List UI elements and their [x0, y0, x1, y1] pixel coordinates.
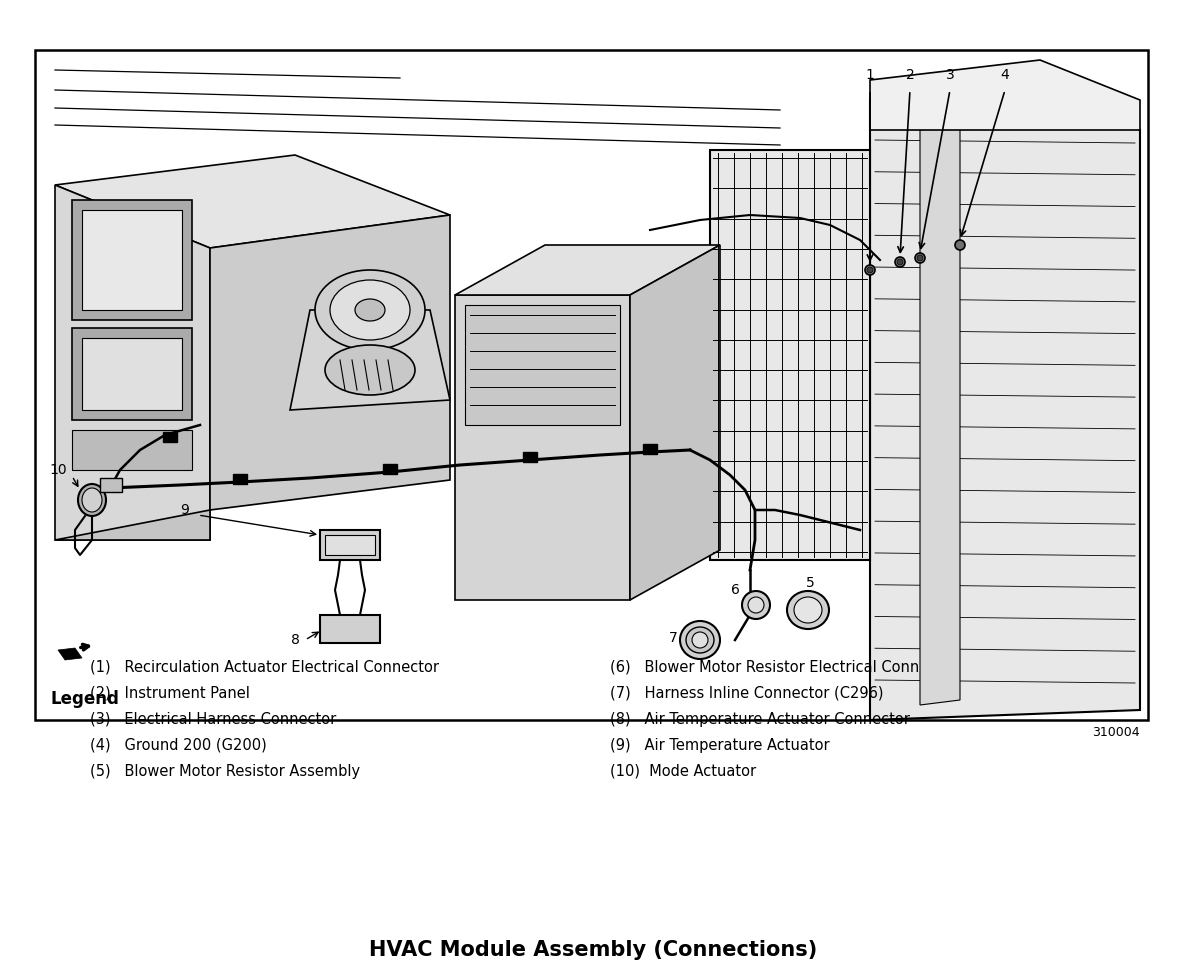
Polygon shape: [871, 60, 1140, 130]
Text: (10)  Mode Actuator: (10) Mode Actuator: [610, 764, 757, 779]
Text: (6)   Blower Motor Resistor Electrical Connector: (6) Blower Motor Resistor Electrical Con…: [610, 660, 957, 675]
Text: Legend: Legend: [50, 690, 119, 708]
FancyBboxPatch shape: [710, 150, 871, 560]
Ellipse shape: [897, 259, 903, 265]
Ellipse shape: [330, 280, 410, 340]
FancyBboxPatch shape: [325, 535, 375, 555]
Ellipse shape: [82, 488, 102, 512]
Polygon shape: [82, 338, 181, 410]
Ellipse shape: [78, 484, 106, 516]
Ellipse shape: [325, 345, 415, 395]
Ellipse shape: [315, 270, 425, 350]
FancyBboxPatch shape: [162, 432, 177, 442]
Ellipse shape: [680, 621, 720, 659]
Polygon shape: [55, 155, 449, 248]
Text: HVAC Module Assembly (Connections): HVAC Module Assembly (Connections): [369, 940, 817, 960]
Ellipse shape: [865, 265, 875, 275]
Polygon shape: [291, 310, 449, 410]
Text: 5: 5: [805, 576, 815, 590]
FancyBboxPatch shape: [643, 444, 657, 454]
Text: 10: 10: [49, 463, 66, 477]
FancyBboxPatch shape: [465, 305, 620, 425]
Polygon shape: [82, 210, 181, 310]
Ellipse shape: [895, 257, 905, 267]
Ellipse shape: [916, 253, 925, 263]
Text: (2)   Instrument Panel: (2) Instrument Panel: [90, 686, 250, 701]
FancyBboxPatch shape: [232, 474, 247, 484]
Text: (9)   Air Temperature Actuator: (9) Air Temperature Actuator: [610, 738, 830, 753]
Text: 6: 6: [731, 583, 739, 597]
Polygon shape: [58, 648, 82, 660]
Polygon shape: [920, 125, 959, 705]
Text: 1: 1: [866, 68, 874, 82]
Polygon shape: [72, 328, 192, 420]
Text: (8)   Air Temperature Actuator Connector: (8) Air Temperature Actuator Connector: [610, 712, 910, 727]
Text: (3)   Electrical Harness Connector: (3) Electrical Harness Connector: [90, 712, 337, 727]
Polygon shape: [55, 510, 210, 540]
Ellipse shape: [691, 632, 708, 648]
Ellipse shape: [955, 240, 965, 250]
Ellipse shape: [788, 591, 829, 629]
Ellipse shape: [748, 597, 764, 613]
FancyBboxPatch shape: [383, 464, 397, 474]
Text: 7: 7: [669, 631, 677, 645]
Text: (4)   Ground 200 (G200): (4) Ground 200 (G200): [90, 738, 267, 753]
Text: 8: 8: [291, 633, 299, 647]
Polygon shape: [455, 245, 720, 295]
FancyBboxPatch shape: [36, 50, 1148, 720]
Polygon shape: [55, 185, 210, 540]
FancyBboxPatch shape: [320, 530, 380, 560]
FancyBboxPatch shape: [320, 615, 380, 643]
Text: (7)   Harness Inline Connector (C296): (7) Harness Inline Connector (C296): [610, 686, 884, 701]
Text: 4: 4: [1001, 68, 1009, 82]
Text: 9: 9: [180, 503, 190, 517]
Polygon shape: [455, 295, 630, 600]
Polygon shape: [871, 80, 1140, 720]
Ellipse shape: [793, 597, 822, 623]
Text: (5)   Blower Motor Resistor Assembly: (5) Blower Motor Resistor Assembly: [90, 764, 361, 779]
Polygon shape: [210, 215, 449, 510]
Text: 310004: 310004: [1092, 726, 1140, 739]
Polygon shape: [630, 245, 720, 600]
Text: 2: 2: [906, 68, 914, 82]
Text: 3: 3: [945, 68, 955, 82]
FancyBboxPatch shape: [523, 452, 537, 462]
Polygon shape: [72, 430, 192, 470]
Ellipse shape: [742, 591, 770, 619]
FancyBboxPatch shape: [100, 478, 122, 492]
Ellipse shape: [686, 627, 714, 653]
Text: (1)   Recirculation Actuator Electrical Connector: (1) Recirculation Actuator Electrical Co…: [90, 660, 439, 675]
Ellipse shape: [867, 267, 873, 273]
Polygon shape: [72, 200, 192, 320]
Ellipse shape: [355, 299, 385, 321]
Ellipse shape: [917, 255, 923, 261]
